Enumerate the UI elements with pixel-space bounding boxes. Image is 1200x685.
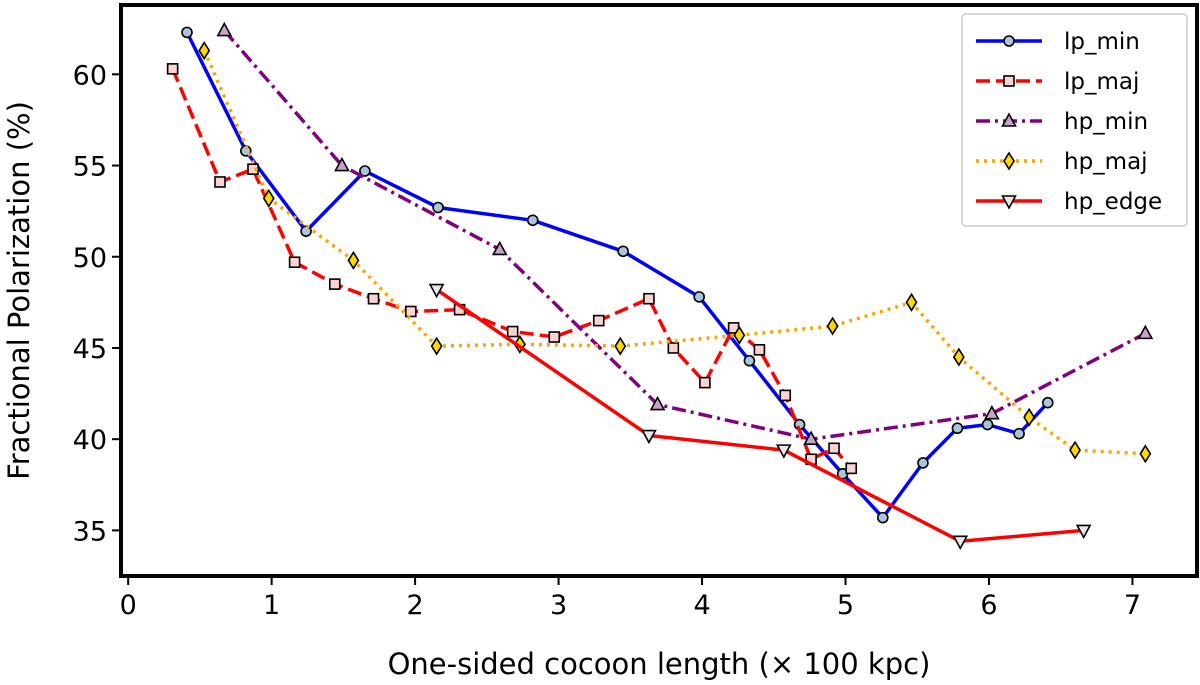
y-tick-label: 50 (73, 243, 107, 274)
chart-marks (166, 21, 1154, 551)
point-lp_min (981, 418, 994, 431)
point-lp_maj (643, 292, 655, 305)
legend-label: lp_min (1064, 29, 1140, 55)
point-lp_min (300, 225, 312, 238)
point-hp_min (983, 404, 1000, 420)
plot-frame (119, 3, 1199, 578)
x-tick-label: 7 (1124, 590, 1141, 621)
x-tick-label: 0 (120, 590, 137, 621)
x-tick-label: 6 (980, 590, 997, 621)
legend-marker (1001, 195, 1017, 210)
point-lp_maj (779, 389, 792, 402)
y-axis-label: Fractional Polarization (%) (2, 101, 36, 480)
point-hp_maj (952, 347, 965, 367)
point-lp_min (617, 245, 629, 258)
point-hp_min (216, 21, 233, 37)
point-lp_maj (247, 163, 259, 175)
y-tick-label: 60 (73, 60, 107, 91)
point-hp_maj (1023, 407, 1036, 427)
y-tick-label: 40 (73, 425, 107, 456)
point-lp_min (877, 511, 889, 524)
point-lp_maj (667, 342, 680, 354)
point-lp_maj (699, 376, 711, 389)
point-hp_maj (905, 292, 918, 312)
point-lp_min (432, 201, 444, 214)
x-tick-label: 5 (837, 590, 854, 621)
point-hp_maj (733, 325, 746, 345)
point-lp_min (951, 422, 964, 435)
legend-label: hp_edge (1064, 189, 1162, 215)
series-lp_maj (166, 63, 858, 475)
legend-marker (1001, 112, 1017, 127)
point-lp_maj (548, 331, 561, 343)
x-tick-label: 4 (693, 590, 710, 621)
series-hp_min (216, 21, 1154, 445)
legend-marker (1003, 35, 1015, 47)
point-lp_min (359, 165, 371, 177)
point-hp_maj (347, 250, 360, 270)
point-lp_min (181, 26, 193, 39)
series-hp_edge (428, 283, 1092, 551)
legend-label: hp_maj (1064, 149, 1148, 175)
legend-label: lp_maj (1064, 69, 1139, 95)
legend-item-hp_min: hp_min (976, 109, 1148, 135)
point-hp_min (649, 395, 666, 411)
point-lp_maj (166, 63, 179, 75)
point-lp_maj (753, 343, 766, 356)
point-hp_maj (826, 316, 839, 336)
series-hp_maj (198, 41, 1152, 464)
point-hp_min (803, 430, 819, 445)
point-hp_edge (952, 535, 969, 551)
point-hp_min (491, 240, 508, 256)
point-hp_maj (1139, 444, 1152, 464)
point-lp_maj (288, 256, 301, 269)
point-lp_maj (405, 305, 417, 318)
y-tick-label: 35 (73, 516, 107, 547)
point-lp_maj (592, 314, 605, 327)
point-lp_maj (214, 176, 226, 188)
point-lp_min (1013, 427, 1025, 440)
y-tick-label: 55 (73, 152, 107, 183)
point-hp_maj (198, 41, 211, 61)
point-lp_maj (328, 278, 341, 290)
legend-marker (1003, 75, 1015, 87)
point-lp_maj (828, 442, 840, 455)
point-hp_maj (430, 336, 443, 356)
point-lp_maj (506, 325, 519, 338)
point-lp_min (693, 291, 705, 303)
legend: lp_min lp_maj hp_min hp_maj hp_edge (961, 13, 1188, 227)
point-hp_maj (1069, 440, 1081, 460)
legend-item-hp_edge: hp_edge (976, 189, 1162, 215)
point-lp_min (743, 354, 756, 367)
series-line-lp_maj (170, 68, 853, 470)
point-hp_edge (775, 444, 792, 459)
point-hp_maj (262, 188, 275, 208)
point-hp_edge (1075, 524, 1092, 540)
y-tick-label: 45 (73, 334, 107, 365)
point-lp_maj (845, 462, 858, 475)
legend-label: hp_min (1064, 109, 1148, 135)
x-axis-label: One-sided cocoon length (× 100 kpc) (388, 647, 931, 681)
x-tick-label: 2 (407, 590, 424, 621)
legend-item-lp_min: lp_min (976, 29, 1140, 55)
legend-marker (1003, 151, 1015, 171)
x-tick-label: 3 (550, 590, 567, 621)
point-lp_maj (367, 292, 380, 305)
x-tick-label: 1 (263, 590, 280, 621)
point-lp_min (526, 214, 539, 227)
point-hp_min (1137, 324, 1154, 340)
legend-item-hp_maj: hp_maj (976, 149, 1148, 175)
point-hp_maj (614, 336, 627, 356)
point-hp_edge (641, 429, 657, 445)
point-hp_min (334, 156, 350, 172)
series-lp_min (181, 26, 1054, 524)
point-hp_edge (428, 283, 445, 299)
point-lp_min (1041, 396, 1054, 409)
legend-box (961, 13, 1188, 227)
legend-item-lp_maj: lp_maj (976, 69, 1139, 95)
point-lp_min (917, 457, 929, 469)
